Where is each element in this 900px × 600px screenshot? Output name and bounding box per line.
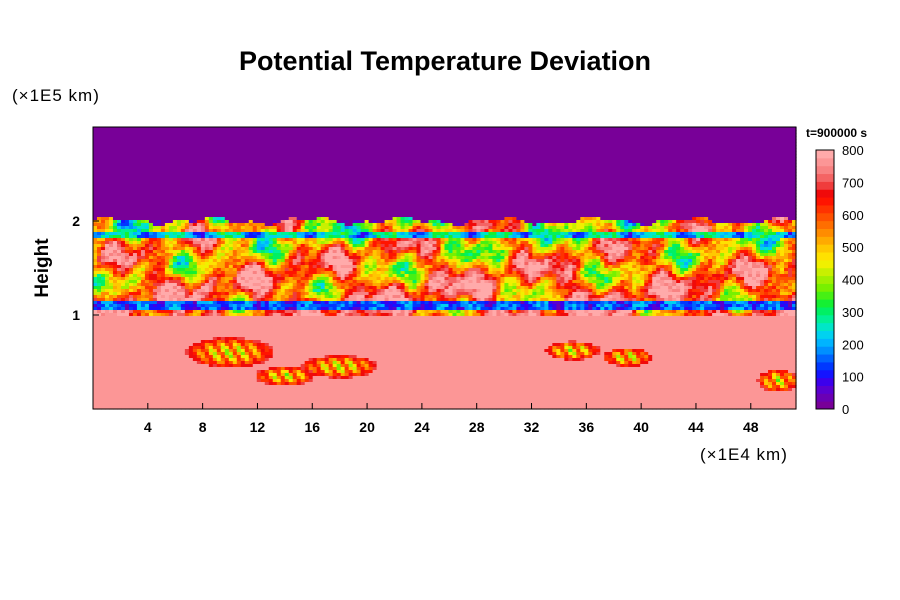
heatmap-field xyxy=(93,127,797,410)
